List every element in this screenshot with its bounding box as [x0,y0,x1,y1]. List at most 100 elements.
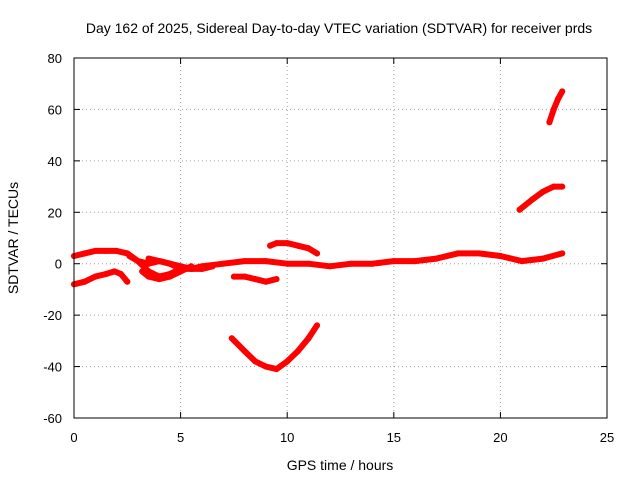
data-point [540,255,547,262]
data-point [81,250,88,257]
data-point [113,247,120,254]
y-tick-label: 60 [48,102,62,117]
data-points [71,88,566,373]
data-point [156,276,163,283]
data-point [228,335,235,342]
data-point [294,242,301,249]
data-point [262,363,269,370]
data-point [145,255,152,262]
series-track-6 [230,273,280,285]
chart-title: Day 162 of 2025, Sidereal Day-to-day VTE… [86,20,592,36]
data-point [454,250,461,257]
data-point [139,268,146,275]
data-point [284,240,291,247]
data-point [166,273,173,280]
data-point [252,358,259,365]
data-point [177,263,184,270]
axis-ticks [73,57,608,419]
y-tick-label: 80 [48,51,62,66]
data-point [145,260,152,267]
series-track-10 [546,88,566,126]
series-track-5 [145,255,216,272]
x-tick-label: 25 [600,430,614,445]
data-point [102,271,109,277]
data-point [156,258,163,265]
data-point [102,247,109,254]
y-axis-label: SDTVAR / TECUs [5,182,21,294]
data-point [305,260,312,267]
data-point [117,271,124,277]
y-tick-label: -40 [43,360,62,375]
data-point [267,242,274,249]
plot-frame [73,57,608,419]
data-point [546,119,553,126]
data-point [540,188,547,195]
data-point [134,258,141,265]
data-point [198,265,205,272]
data-point [348,260,355,267]
data-point [126,253,133,259]
data-point [241,258,248,265]
data-point [262,258,269,265]
data-point [81,278,88,285]
data-point [241,273,248,280]
x-tick-label: 10 [280,430,294,445]
data-point [252,276,259,283]
series-track-8 [267,240,321,257]
data-point [284,358,291,365]
data-point [209,263,216,270]
data-point [241,348,248,355]
data-point [273,276,280,283]
data-point [220,260,227,267]
data-point [262,278,269,285]
data-point [188,265,195,272]
y-tick-label: -60 [43,411,62,426]
data-point [111,268,118,275]
data-point [559,88,566,95]
tick-labels: 0 5 10 15 20 25 -60 -40 -20 0 20 40 60 80 [43,51,614,445]
data-point [92,273,99,280]
data-point [92,247,99,254]
y-tick-label: 40 [48,154,62,169]
data-point [284,260,291,267]
data-point [124,278,131,285]
series-line [546,88,566,126]
data-point [550,183,557,190]
data-point [412,258,419,265]
series-track-9 [516,183,566,213]
data-point [497,253,504,259]
data-point [390,258,397,265]
data-point [166,260,173,267]
data-point [314,250,321,257]
data-point [516,206,523,213]
data-point [273,366,280,373]
data-point [559,183,566,190]
y-tick-label: 0 [55,257,62,272]
series-track-7 [228,322,321,373]
data-point [518,258,525,265]
data-point [305,245,312,252]
x-tick-label: 20 [493,430,507,445]
data-point [529,196,536,203]
data-point [145,273,152,280]
x-axis-label: GPS time / hours [287,457,394,473]
x-tick-label: 5 [177,430,184,445]
data-point [294,348,301,355]
data-point [554,96,561,103]
data-point [177,268,184,275]
data-point [550,106,557,113]
data-point [326,263,333,270]
data-point [314,322,321,329]
data-point [230,273,237,280]
x-tick-label: 15 [387,430,401,445]
data-point [433,255,440,262]
x-tick-label: 0 [70,430,77,445]
data-point [476,250,483,257]
data-point [273,240,280,247]
data-point [559,250,566,257]
data-point [305,335,312,342]
data-point [369,260,376,267]
